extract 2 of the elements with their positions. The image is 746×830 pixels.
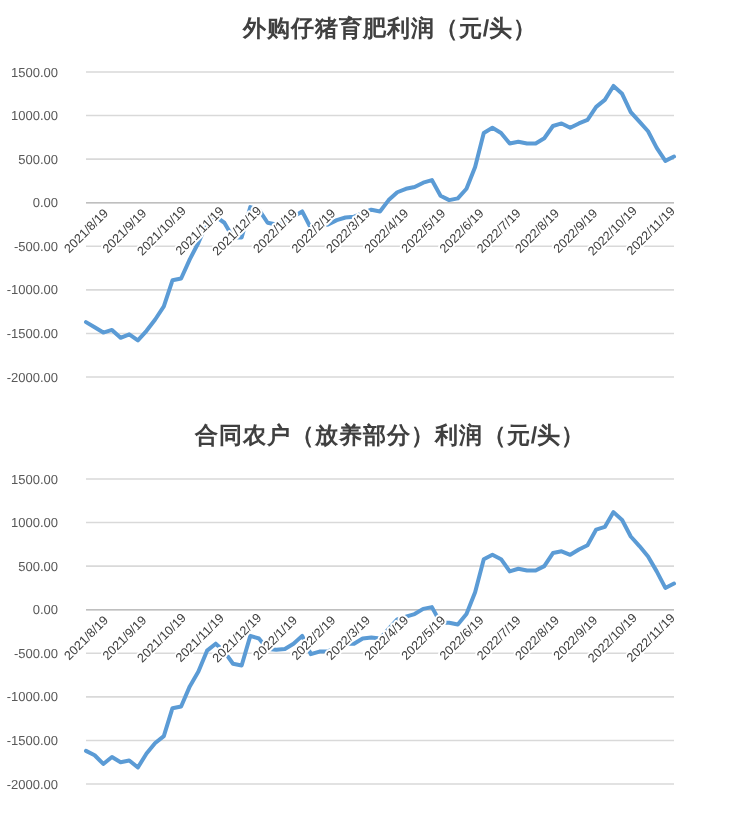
chart-title: 外购仔猪育肥利润（元/头） xyxy=(240,14,538,42)
chart-title: 合同农户（放养部分）利润（元/头） xyxy=(192,421,586,449)
